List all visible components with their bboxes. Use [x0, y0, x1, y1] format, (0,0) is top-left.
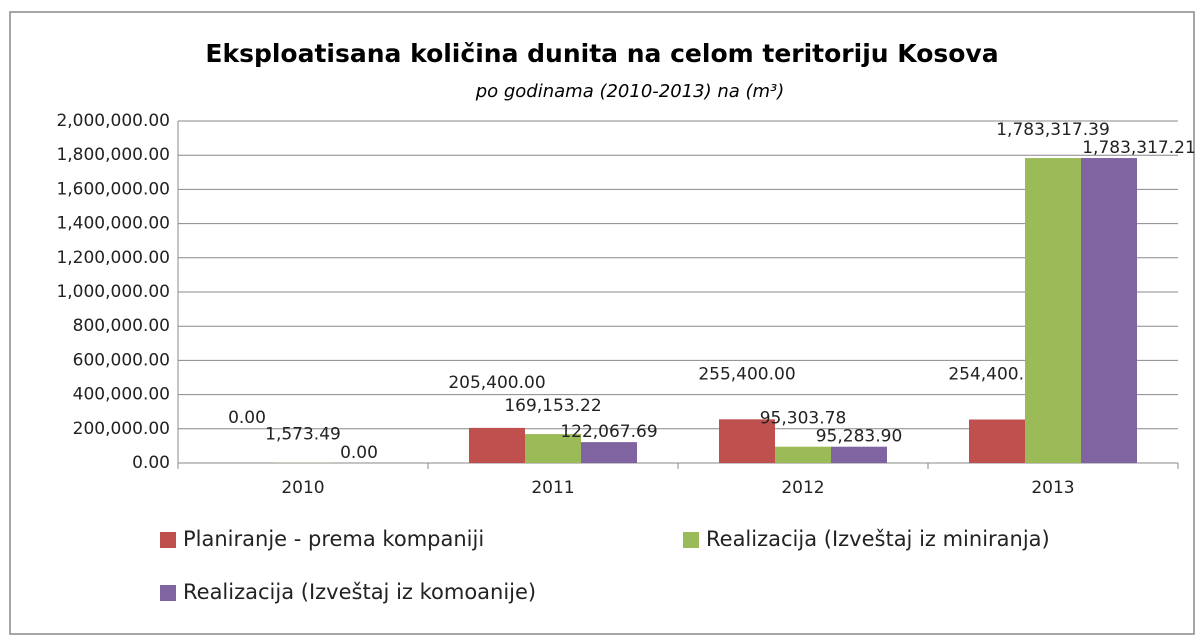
chart-title: Eksploatisana količina dunita na celom t… — [205, 39, 998, 68]
bar — [969, 419, 1025, 463]
value-label: 122,067.69 — [560, 422, 657, 442]
bar — [831, 446, 887, 463]
value-label: 254,400.00 — [948, 364, 1045, 384]
value-label: 1,573.49 — [265, 425, 341, 445]
y-tick-label: 1,200,000.00 — [56, 248, 170, 268]
value-label: 1,783,317.39 — [996, 120, 1110, 140]
y-tick-label: 2,000,000.00 — [56, 111, 170, 131]
legend-label: Realizacija (Izveštaj iz komoanije) — [183, 580, 536, 604]
x-tick-label: 2010 — [281, 478, 324, 498]
value-label: 95,303.78 — [760, 409, 847, 429]
value-label: 205,400.00 — [448, 373, 545, 393]
value-label: 169,153.22 — [504, 396, 601, 416]
chart-subtitle: po godinama (2010-2013) na (m³) — [475, 81, 785, 102]
y-tick-label: 800,000.00 — [73, 316, 170, 336]
legend-swatch — [160, 532, 176, 548]
bar — [581, 442, 637, 463]
bar — [719, 419, 775, 463]
y-tick-label: 1,600,000.00 — [56, 179, 170, 199]
chart-border — [9, 11, 1195, 635]
y-tick-label: 1,400,000.00 — [56, 214, 170, 234]
legend-swatch — [160, 585, 176, 601]
value-label: 0.00 — [228, 408, 266, 428]
bar — [525, 434, 581, 463]
bar — [775, 446, 831, 463]
value-label: 255,400.00 — [698, 364, 795, 384]
value-label: 1,783,317.21 — [1082, 138, 1196, 158]
legend-label: Realizacija (Izveštaj iz miniranja) — [706, 527, 1050, 551]
legend-swatch — [683, 532, 699, 548]
x-tick-label: 2013 — [1031, 478, 1074, 498]
legend-label: Planiranje - prema kompaniji — [183, 527, 484, 551]
y-tick-label: 200,000.00 — [73, 419, 170, 439]
y-tick-label: 400,000.00 — [73, 385, 170, 405]
value-label: 95,283.90 — [816, 427, 903, 447]
y-tick-label: 600,000.00 — [73, 350, 170, 370]
value-label: 0.00 — [340, 443, 378, 463]
x-tick-label: 2012 — [781, 478, 824, 498]
x-tick-label: 2011 — [531, 478, 574, 498]
bar — [469, 427, 525, 463]
y-tick-label: 1,000,000.00 — [56, 282, 170, 302]
y-tick-label: 1,800,000.00 — [56, 145, 170, 165]
bar — [1025, 158, 1081, 463]
bar — [1081, 158, 1137, 464]
y-tick-label: 0.00 — [132, 453, 170, 473]
